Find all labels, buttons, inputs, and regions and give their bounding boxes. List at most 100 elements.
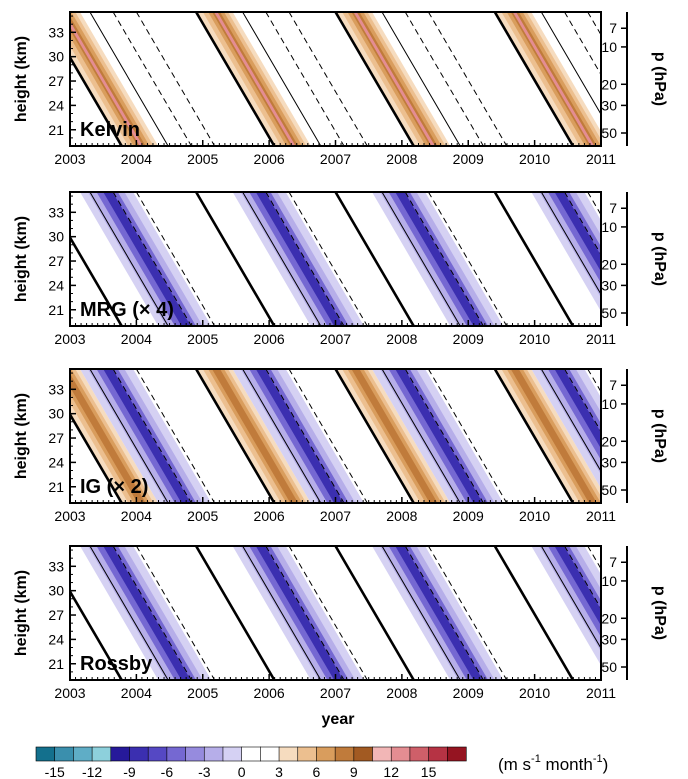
colorbar-tick-label: 6 — [313, 764, 321, 779]
contour — [135, 369, 216, 503]
contour — [135, 192, 216, 326]
y-tick-label: 33 — [48, 24, 64, 40]
contour — [112, 546, 192, 680]
x-tick-label: 2010 — [519, 151, 550, 167]
shaded-field — [70, 369, 601, 503]
colorbar-swatch — [35, 746, 56, 762]
colorbar-swatch — [241, 746, 261, 762]
x-tick-label: 2005 — [187, 508, 218, 524]
x-tick-label: 2009 — [453, 508, 484, 524]
shaded-band — [395, 546, 483, 680]
colorbar-tick-label: 12 — [383, 764, 399, 779]
colorbar-tick-label: -3 — [198, 764, 211, 779]
panel-4: 33 30 27 24 21 height (km) 7 10 20 30 50 p (hPa) 200… — [13, 545, 668, 701]
panel-3: 33 30 27 24 21 height (km) 7 10 20 30 50 p (hPa) 200… — [13, 368, 668, 524]
contour — [493, 192, 575, 326]
contour — [404, 369, 484, 503]
shaded-band — [554, 369, 601, 449]
x-tick-label: 2009 — [453, 685, 484, 701]
contour — [564, 546, 601, 610]
contour — [540, 546, 601, 650]
colorbar-swatch — [203, 746, 224, 762]
x-tick-label: 2007 — [320, 151, 351, 167]
contour — [194, 369, 276, 503]
x-tick-label: 2008 — [386, 508, 417, 524]
x-tick-label: 2009 — [453, 151, 484, 167]
contour — [540, 12, 601, 116]
y-tick-label: 33 — [48, 558, 64, 574]
shaded-band — [103, 192, 191, 326]
contour — [381, 546, 461, 680]
contour — [381, 369, 461, 503]
colorbar-swatch — [278, 746, 299, 762]
colorbar-swatch — [353, 746, 374, 762]
contour — [194, 546, 276, 680]
contour — [288, 546, 368, 680]
contour — [194, 12, 276, 146]
shaded-band — [539, 192, 601, 298]
panel-1: 33 30 27 24 21 height (km) 7 10 20 30 50 p (hPa) 200… — [13, 11, 668, 167]
contour — [89, 192, 169, 326]
contour — [70, 234, 123, 326]
p-tick-label: 30 — [601, 277, 617, 293]
p-tick-label: 10 — [601, 396, 617, 412]
y-tick-label: 27 — [48, 607, 64, 623]
colorbar-swatch — [260, 746, 280, 762]
shaded-band — [255, 192, 344, 326]
colorbar-swatch — [446, 746, 467, 762]
shaded-band — [539, 546, 601, 652]
shaded-band — [539, 369, 601, 475]
panel-label: Kelvin — [80, 119, 140, 141]
y-axis-label: height (km) — [13, 36, 30, 122]
colorbar-swatch — [185, 746, 205, 762]
x-tick-label: 2011 — [586, 685, 616, 701]
panel-label: MRG (× 4) — [80, 299, 174, 321]
contour — [564, 12, 601, 76]
contour — [242, 192, 322, 326]
contour — [564, 192, 601, 256]
x-tick-label: 2006 — [254, 685, 285, 701]
shaded-band — [103, 369, 191, 503]
shaded-band — [395, 369, 483, 503]
contour — [112, 369, 192, 503]
shaded-band — [70, 12, 150, 146]
contour — [112, 192, 192, 326]
colorbar-tick-label: -9 — [123, 764, 136, 779]
contour — [493, 12, 575, 146]
x-tick-label: 2006 — [254, 508, 285, 524]
p-tick-label: 7 — [609, 200, 617, 216]
x-tick-label: 2010 — [519, 685, 550, 701]
contour — [288, 369, 368, 503]
x-tick-label: 2011 — [586, 151, 616, 167]
contour — [334, 12, 415, 146]
x-tick-label: 2005 — [187, 685, 218, 701]
contour — [265, 12, 345, 146]
p-tick-label: 7 — [609, 554, 617, 570]
p-tick-label: 50 — [601, 305, 617, 321]
x-tick-label: 2008 — [386, 151, 417, 167]
contour — [427, 192, 508, 326]
contour — [70, 411, 123, 503]
contour-lines — [70, 369, 601, 503]
shaded-field — [80, 546, 601, 680]
colorbar-tick-label: -12 — [82, 764, 102, 779]
shaded-band — [547, 369, 601, 460]
contour — [112, 12, 192, 146]
shaded-band — [212, 369, 299, 503]
shaded-band — [510, 369, 597, 503]
p-tick-label: 20 — [601, 610, 617, 626]
contour — [381, 192, 461, 326]
shaded-band — [214, 12, 296, 146]
x-tick-label: 2003 — [54, 151, 85, 167]
contour — [135, 546, 216, 680]
colorbar: -15 -12 -9 -6 -3 0 3 6 9 12 15 — [35, 746, 467, 779]
x-tick-label: 2006 — [254, 331, 285, 347]
x-tick-label: 2008 — [386, 685, 417, 701]
colorbar-tick-label: 0 — [238, 764, 246, 779]
x-tick-label: 2010 — [519, 331, 550, 347]
shaded-band — [353, 12, 435, 146]
colorbar-swatch — [372, 746, 392, 762]
x-tick-label: 2003 — [54, 508, 85, 524]
contour — [89, 12, 169, 146]
p-axis-label: p (hPa) — [651, 232, 668, 286]
